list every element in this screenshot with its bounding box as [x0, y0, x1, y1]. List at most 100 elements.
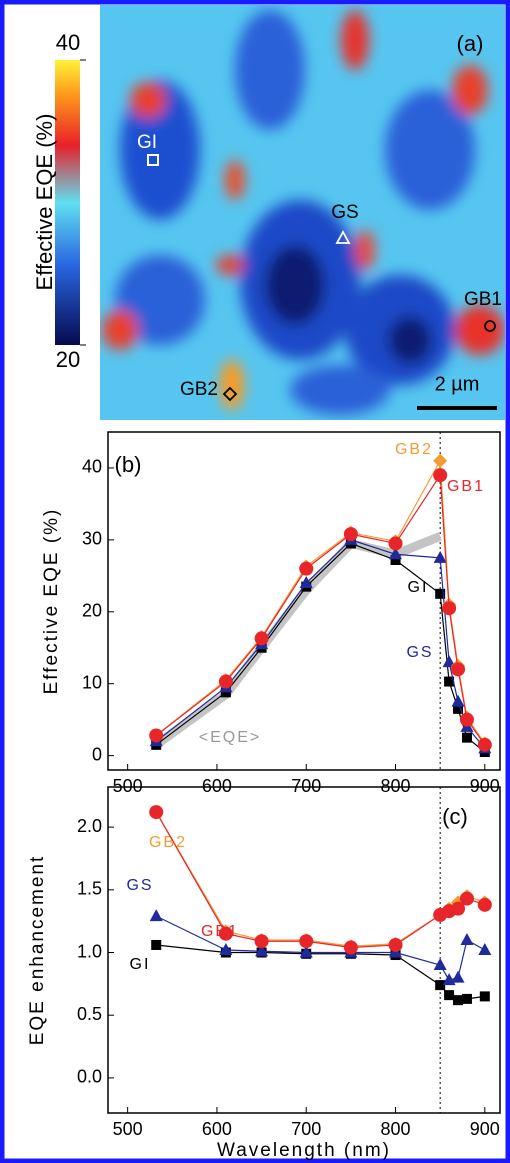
marker	[433, 958, 447, 971]
series-label: <EQE>	[199, 729, 261, 746]
series-label: GB1	[201, 923, 239, 940]
map-region	[265, 245, 325, 325]
point-marker	[335, 230, 351, 244]
map-region	[290, 365, 390, 415]
marker	[389, 547, 403, 560]
y-tick-label: 0.5	[77, 1004, 102, 1024]
x-tick-label: 700	[291, 1119, 321, 1139]
series-line	[155, 460, 486, 744]
colorbar	[55, 60, 80, 345]
marker	[461, 993, 472, 1004]
series-label: GB2	[395, 441, 433, 458]
x-axis-title: Wavelength (nm)	[217, 1140, 391, 1161]
marker	[255, 944, 269, 957]
y-axis-title: Effective EQE (%)	[41, 508, 62, 695]
map-hotspot	[225, 160, 245, 200]
point-label: GB1	[464, 289, 502, 310]
map-region	[235, 10, 305, 130]
map-region	[388, 316, 432, 364]
map-hotspot	[341, 10, 369, 70]
point-label: GS	[331, 202, 358, 223]
x-tick-label: 900	[470, 1119, 500, 1139]
series-label: GB1	[447, 478, 485, 495]
map-hotspot	[220, 360, 244, 410]
plot-frame	[107, 431, 501, 771]
marker	[343, 940, 358, 955]
x-tick-label: 900	[470, 776, 500, 796]
marker	[299, 934, 314, 949]
series-label: GI	[408, 579, 429, 596]
marker	[220, 687, 231, 698]
marker	[451, 970, 465, 983]
x-tick-label: 600	[202, 776, 232, 796]
point-label: GB2	[180, 379, 218, 400]
marker	[151, 939, 162, 950]
map-hotspot	[455, 305, 505, 355]
marker	[444, 990, 455, 1001]
map-hotspot	[216, 255, 244, 275]
x-tick-label: 800	[381, 776, 411, 796]
marker	[254, 934, 269, 949]
point-marker	[147, 154, 159, 166]
marker	[343, 527, 358, 542]
x-tick-label: 600	[202, 1119, 232, 1139]
scale-bar-label: 2 µm	[435, 373, 480, 395]
marker	[299, 945, 313, 958]
series-line	[156, 944, 485, 1001]
marker	[218, 926, 233, 941]
marker	[433, 550, 447, 563]
map-region	[385, 90, 475, 210]
map-texture	[102, 10, 505, 415]
band	[153, 532, 442, 749]
marker	[299, 576, 313, 589]
x-tick-label: 500	[113, 776, 143, 796]
point-label: GI	[137, 132, 157, 153]
marker	[477, 737, 492, 752]
marker	[461, 732, 472, 743]
marker	[149, 909, 163, 922]
marker	[453, 995, 464, 1006]
marker	[254, 631, 269, 646]
marker	[477, 897, 492, 912]
panel-label: (a)	[457, 31, 484, 56]
y-tick-label: 10	[82, 672, 102, 692]
series-label: GS	[126, 877, 153, 894]
x-tick-label: 500	[113, 1119, 143, 1139]
marker	[388, 536, 403, 551]
y-tick-label: 0.0	[77, 1067, 102, 1087]
x-tick-label: 700	[291, 776, 321, 796]
y-tick-label: 0	[92, 744, 102, 764]
marker	[459, 891, 474, 906]
panel-label: (c)	[442, 804, 468, 829]
marker	[433, 453, 448, 468]
point-marker	[484, 320, 496, 332]
map-hotspot	[102, 310, 138, 350]
y-tick-label: 30	[82, 529, 102, 549]
point-marker	[222, 386, 238, 402]
series-label: GS	[406, 644, 433, 661]
marker	[459, 712, 474, 727]
y-tick-label: 1.5	[77, 879, 102, 899]
marker	[460, 932, 474, 945]
map-region	[115, 255, 205, 345]
map-hotspot	[355, 230, 375, 270]
x-tick-label: 800	[381, 1119, 411, 1139]
marker	[218, 674, 233, 689]
plot-frame	[107, 786, 501, 1114]
marker	[149, 805, 164, 820]
marker	[149, 728, 164, 743]
marker	[433, 468, 448, 483]
marker	[478, 943, 492, 955]
map-hotspot	[130, 82, 166, 118]
colorbar-label: Effective EQE (%)	[32, 114, 57, 291]
map-hotspot	[452, 65, 488, 115]
marker	[442, 601, 457, 616]
marker	[219, 943, 233, 955]
marker	[479, 991, 490, 1002]
marker	[299, 561, 314, 576]
y-tick-label: 20	[82, 601, 102, 621]
panel-label: (b)	[115, 452, 142, 477]
marker	[442, 655, 456, 668]
